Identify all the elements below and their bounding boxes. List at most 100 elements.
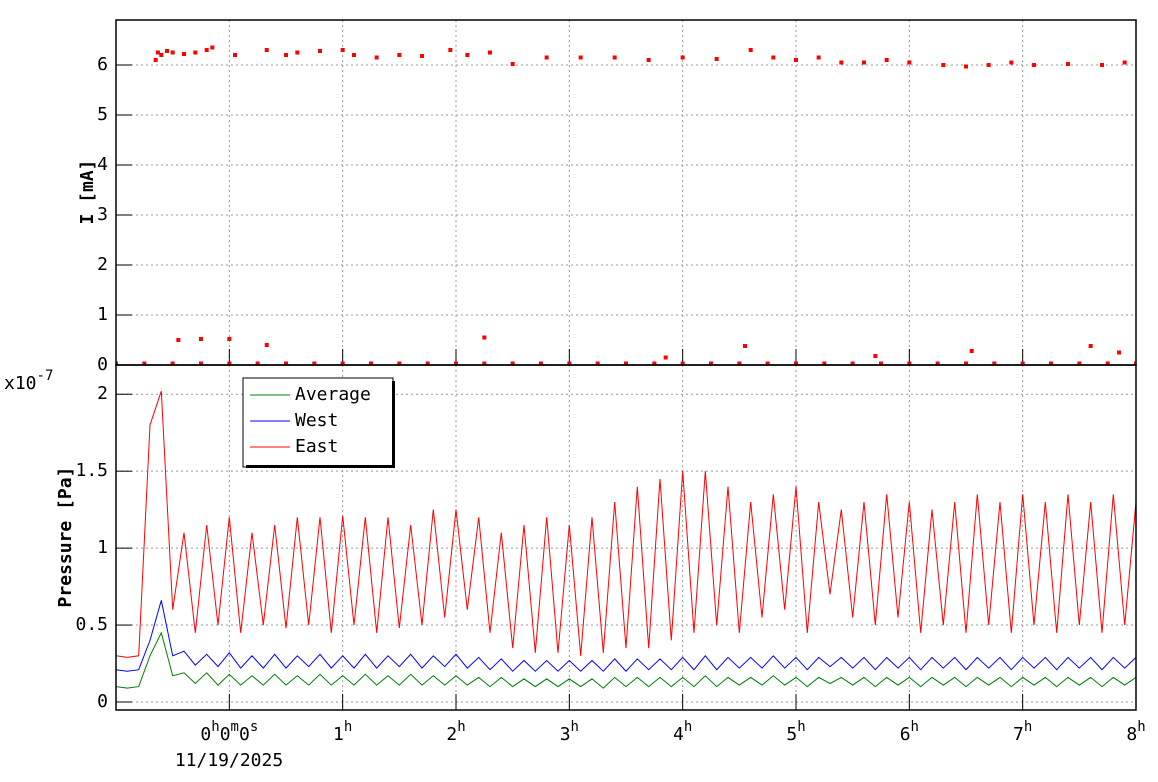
point [737,361,742,365]
point [193,50,198,55]
point [352,53,356,57]
point [284,361,288,365]
point [264,48,269,52]
labels: I [mA] Pressure [Pa] x10-7 11/19/2025 [4,159,283,771]
y-tick-label: 1 [97,304,108,325]
x-tick-label: 1h [333,719,352,745]
point [879,361,883,365]
y-tick-label: 2 [97,254,108,275]
point [986,63,991,67]
point [488,50,492,55]
point [850,361,855,365]
point [369,361,373,365]
point [1009,60,1014,65]
point [233,53,237,57]
point [1032,63,1036,67]
point [935,361,940,365]
point [680,55,685,60]
point [941,63,946,67]
point [907,60,912,65]
legend-shadow [392,381,395,468]
point [1066,62,1070,66]
point [165,49,169,53]
point [992,361,997,365]
point [544,55,549,60]
point [794,361,798,365]
point [595,361,600,365]
point [1100,63,1104,67]
point [680,361,685,365]
point [709,361,713,365]
point [142,361,147,365]
point [448,48,453,52]
point [454,361,458,365]
point [539,361,543,365]
point [969,349,974,353]
point [227,337,232,341]
y-tick-label: 5 [97,104,108,125]
point [170,361,175,365]
point [884,58,889,62]
legend-shadow [246,465,394,468]
point [340,361,345,365]
point [465,53,470,57]
point [199,337,203,341]
x-tick-label: 2h [446,719,465,745]
legend-label: Average [295,384,371,405]
y-multiplier: x10-7 [4,368,53,394]
point [714,57,719,61]
series-line [116,600,1136,672]
y-tick-label: 0.5 [75,614,108,635]
point [159,53,164,57]
point [743,344,747,348]
point [862,60,866,65]
point [510,361,515,365]
point [567,361,572,365]
x-tick-label: 0h0m0s [200,719,258,745]
point [116,361,118,365]
point [822,361,827,365]
y-tick-label: 1.5 [75,460,108,481]
point [170,50,175,55]
point [1134,361,1136,365]
point [1117,350,1121,355]
x-tick-label: 6h [900,719,919,745]
y-tick-label: 1 [97,537,108,558]
point [816,55,821,60]
point [771,55,776,60]
point [1049,361,1053,365]
y-tick-label: 4 [97,154,108,175]
legend-label: West [295,410,338,431]
current-plot [116,45,1136,365]
point [176,338,181,342]
x-tick-label: 7h [1013,719,1032,745]
point [340,48,345,52]
point [873,354,878,358]
point [312,361,317,365]
y-tick-label: 0 [97,354,108,375]
top-frame [115,19,1137,366]
x-tick-label: 5h [786,719,805,745]
point [374,55,379,60]
point [227,361,232,365]
point [284,53,288,57]
y-axis-label: I [mA] [77,159,98,224]
series-line [116,391,1136,658]
point [510,62,515,66]
point [425,361,430,365]
point [482,335,487,340]
series-line [116,631,1136,689]
point [1020,361,1025,365]
point [204,48,209,52]
point [1088,344,1093,348]
point [1105,361,1110,365]
point [646,58,651,62]
x-date-label: 11/19/2025 [175,750,283,771]
point [264,343,269,347]
point [397,361,402,365]
point [964,64,968,69]
y-tick-label: 0 [97,691,108,712]
point [624,361,628,365]
point [295,50,300,55]
